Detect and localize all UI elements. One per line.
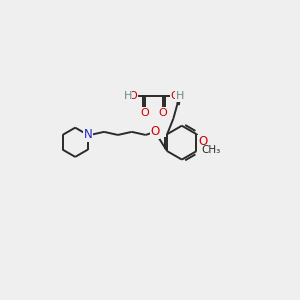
Text: O: O xyxy=(170,91,179,101)
Text: O: O xyxy=(140,108,149,118)
Text: O: O xyxy=(198,135,207,148)
Text: CH₃: CH₃ xyxy=(202,145,221,155)
Text: H: H xyxy=(176,91,184,101)
Text: O: O xyxy=(159,108,167,118)
Text: O: O xyxy=(150,125,160,138)
Text: H: H xyxy=(123,91,132,101)
Text: O: O xyxy=(129,91,137,101)
Text: N: N xyxy=(83,128,92,141)
